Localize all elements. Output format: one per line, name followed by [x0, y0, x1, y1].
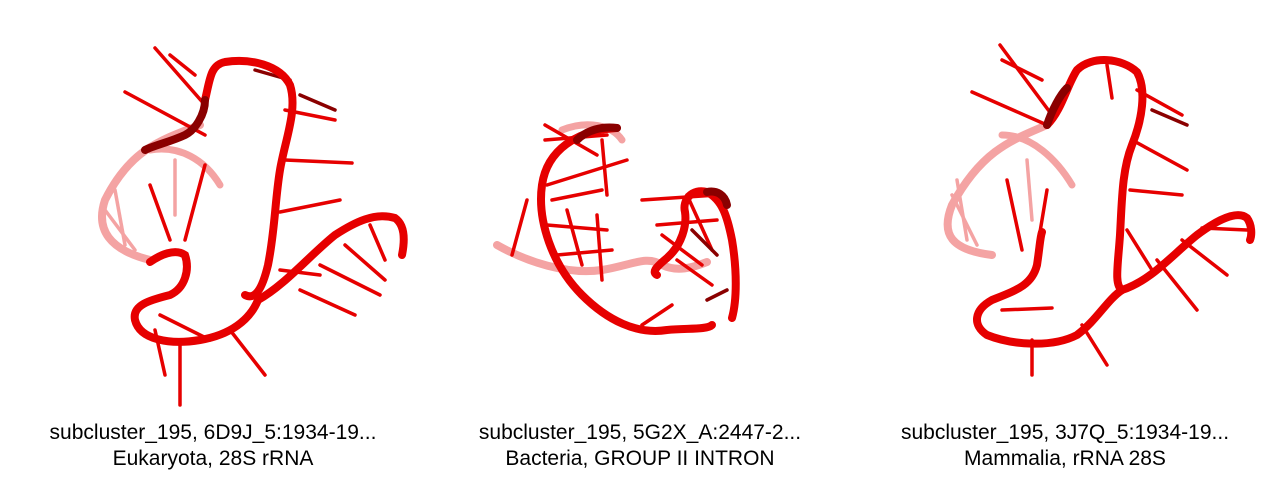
panel-title: subcluster_195, 3J7Q_5:1934-19...	[900, 421, 1230, 444]
panel-subtitle: Bacteria, GROUP II INTRON	[505, 447, 775, 470]
rna-structure-2	[493, 121, 740, 335]
caption-2: subcluster_195, 5G2X_A:2447-2... Bacteri…	[427, 420, 853, 472]
structure-panel-2: subcluster_195, 5G2X_A:2447-2... Bacteri…	[427, 0, 853, 480]
structure-panel-3: subcluster_195, 3J7Q_5:1934-19... Mammal…	[852, 0, 1278, 480]
panel-title: subcluster_195, 6D9J_5:1934-19...	[49, 421, 377, 444]
rna-structure-1	[98, 46, 408, 407]
structure-panel-1: subcluster_195, 6D9J_5:1934-19... Eukary…	[0, 0, 426, 480]
panel-subtitle: Mammalia, rRNA 28S	[964, 447, 1166, 470]
rna-structure-3	[943, 43, 1256, 377]
panel-title: subcluster_195, 5G2X_A:2447-2...	[478, 421, 802, 444]
caption-3: subcluster_195, 3J7Q_5:1934-19... Mammal…	[852, 420, 1278, 472]
caption-1: subcluster_195, 6D9J_5:1934-19... Eukary…	[0, 420, 426, 472]
panel-subtitle: Eukaryota, 28S rRNA	[112, 447, 314, 470]
